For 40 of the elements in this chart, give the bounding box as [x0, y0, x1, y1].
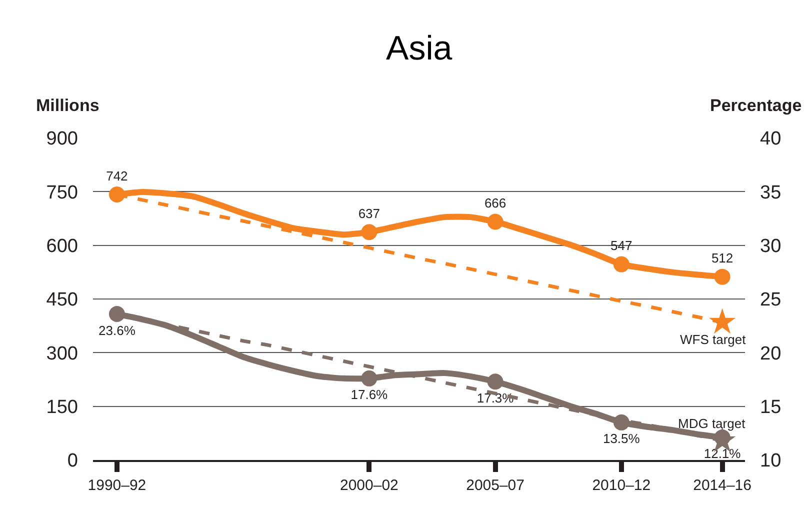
y2-axis-title: Percentage — [710, 96, 802, 115]
y-tick-label: 450 — [46, 290, 78, 311]
series-label: WFS target — [680, 332, 746, 347]
y2-tick-label: 15 — [760, 396, 782, 418]
x-tick-label: 2000–02 — [340, 476, 398, 494]
point — [361, 224, 378, 240]
point — [487, 374, 504, 390]
point — [708, 308, 736, 334]
x-tick-label: 2005–07 — [466, 476, 525, 494]
data-label: 637 — [358, 206, 380, 221]
point — [613, 256, 630, 272]
data-label: 23.6% — [98, 322, 136, 338]
y-tick-label: 150 — [46, 396, 78, 418]
point — [714, 268, 730, 285]
y-tick-label: 600 — [46, 236, 78, 257]
y-tick-label: 900 — [46, 128, 78, 150]
y-tick-label: 0 — [67, 450, 78, 472]
point — [487, 214, 504, 230]
data-label: 13.5% — [602, 431, 640, 446]
x-tick-label: 2010–12 — [592, 476, 651, 494]
y-tick-label: 750 — [46, 182, 78, 204]
chart-title: Asia — [386, 30, 452, 68]
data-label: 666 — [484, 195, 506, 210]
point — [361, 370, 378, 386]
y-tick-label: 300 — [46, 343, 78, 364]
data-label: 742 — [106, 168, 128, 184]
data-label: 17.6% — [350, 387, 388, 402]
series-label: MDG target — [678, 416, 746, 431]
data-label: 512 — [711, 250, 734, 266]
y2-tick-label: 25 — [760, 290, 782, 311]
x-tick-label: 1990–92 — [88, 476, 146, 494]
y2-tick-label: 40 — [760, 128, 782, 150]
data-label: 12.1% — [704, 446, 742, 462]
x-tick-label: 2014–16 — [693, 476, 752, 494]
point — [613, 414, 630, 430]
y2-tick-label: 20 — [760, 343, 782, 364]
y2-tick-label: 35 — [760, 182, 782, 204]
y-axis-title: Millions — [36, 96, 100, 115]
y2-tick-label: 30 — [760, 236, 782, 257]
y2-tick-label: 10 — [760, 450, 782, 472]
